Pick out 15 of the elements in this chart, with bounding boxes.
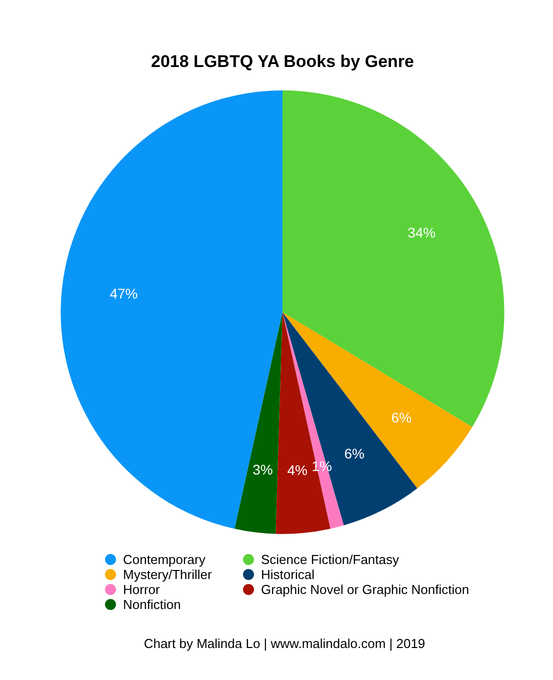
data-label: 3% — [252, 462, 273, 478]
legend-label: Contemporary — [123, 552, 206, 567]
legend-label: Nonfiction — [123, 597, 181, 612]
data-label: 4% — [287, 462, 308, 478]
legend-label: Graphic Novel or Graphic Nonfiction — [261, 582, 470, 597]
data-label: 6% — [391, 410, 412, 426]
chart-title: 2018 LGBTQ YA Books by Genre — [151, 52, 414, 71]
data-label: 6% — [344, 446, 364, 462]
legend-label: Science Fiction/Fantasy — [261, 552, 400, 567]
legend-label: Historical — [261, 567, 314, 582]
legend-label: Horror — [123, 582, 160, 597]
data-label: 34% — [408, 224, 436, 241]
legend-label: Mystery/Thriller — [123, 567, 212, 582]
text: Chart by Malinda Lo | www.malindalo.com | 2019 — [142, 636, 426, 651]
data-label: 47% — [110, 286, 138, 302]
